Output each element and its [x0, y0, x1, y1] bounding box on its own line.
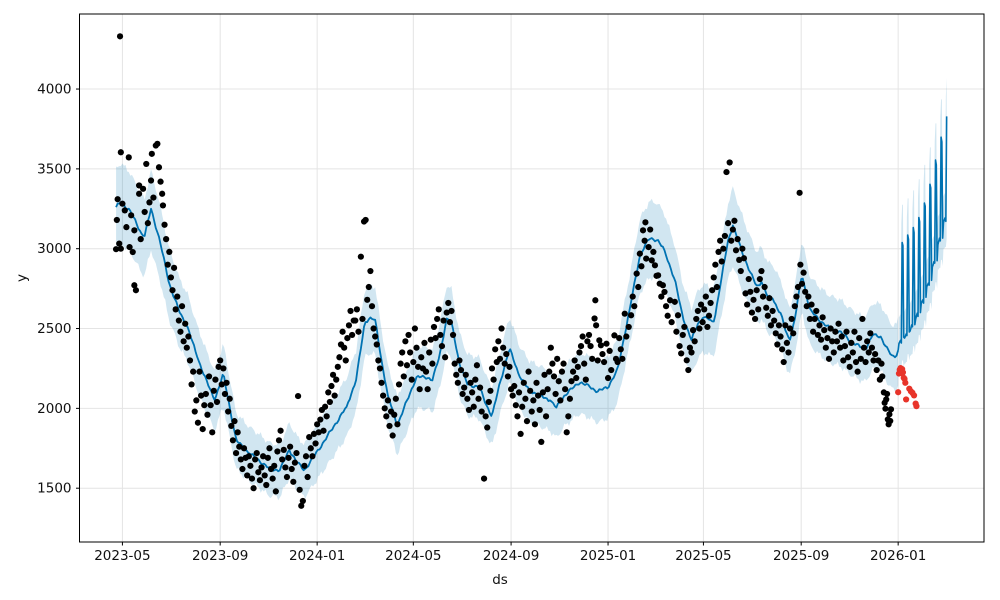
y-tick-label: 3000 — [37, 241, 71, 257]
x-tick-label: 2023-09 — [192, 548, 248, 564]
x-tick-label: 2024-09 — [483, 548, 539, 564]
x-tick-label: 2024-01 — [289, 548, 345, 564]
x-tick-label: 2025-05 — [675, 548, 731, 564]
x-tick-label: 2025-01 — [580, 548, 636, 564]
y-tick-label: 1500 — [37, 481, 71, 497]
x-tick-label: 2026-01 — [870, 548, 926, 564]
axes: 2023-05 2023-09 2024-01 2024-05 2024-09 2025-… — [37, 13, 985, 564]
y-tick-label: 2000 — [37, 401, 71, 417]
x-axis-label: ds — [492, 572, 508, 588]
forecast-line — [897, 116, 948, 351]
x-tick-label: 2024-05 — [385, 548, 441, 564]
y-tick-label: 3500 — [37, 161, 71, 177]
x-tick-label: 2025-09 — [773, 548, 829, 564]
recent-actual-points — [895, 365, 920, 410]
forecast-uncertainty-band — [898, 77, 947, 371]
y-tick-label: 4000 — [37, 82, 71, 98]
y-tick-label: 2500 — [37, 321, 71, 337]
y-axis-label: y — [14, 274, 30, 282]
x-tick-label: 2023-05 — [94, 548, 150, 564]
grid-lines — [79, 14, 984, 542]
observation-points — [112, 33, 895, 509]
uncertainty-band — [116, 163, 899, 501]
